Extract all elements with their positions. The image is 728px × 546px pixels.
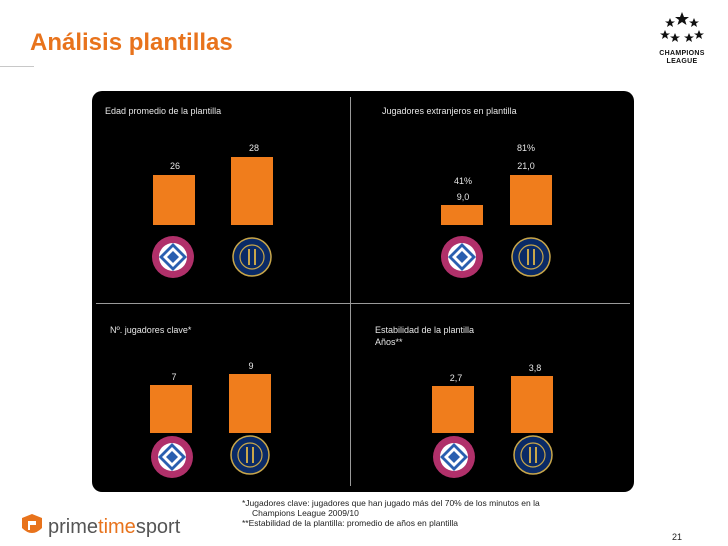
primetimesport-logo: primetimesport xyxy=(22,514,181,538)
extranjeros-bayern-pct: 41% xyxy=(453,176,472,186)
estabilidad-bayern-bar xyxy=(432,386,474,433)
bayern-crest-icon xyxy=(152,236,194,278)
vertical-divider xyxy=(350,97,351,486)
footnote-stability: **Estabilidad de la plantilla: promedio … xyxy=(242,518,458,528)
extranjeros-inter-bar xyxy=(510,175,552,225)
horizontal-divider xyxy=(96,303,630,304)
champions-league-logo xyxy=(660,12,704,42)
edad-inter-value: 28 xyxy=(248,143,259,153)
extranjeros-bayern-bar xyxy=(441,205,483,225)
inter-crest-icon xyxy=(232,237,272,277)
extranjeros-title: Jugadores extranjeros en plantilla xyxy=(382,106,517,116)
footnotes: *Jugadores clave: jugadores que han juga… xyxy=(242,498,582,528)
edad-inter-bar xyxy=(231,157,273,225)
inter-crest-icon xyxy=(511,237,551,277)
extranjeros-inter-value: 21,0 xyxy=(517,161,535,171)
page-number: 21 xyxy=(672,532,683,542)
extranjeros-bayern-value: 9,0 xyxy=(456,192,470,202)
bayern-crest-icon xyxy=(441,236,483,278)
page-title: Análisis plantillas xyxy=(30,29,233,56)
bayern-crest-icon xyxy=(433,436,475,478)
estabilidad-inter-value: 3,8 xyxy=(528,363,542,373)
stats-panel: Edad promedio de la plantilla 26 28 Juga… xyxy=(92,91,634,492)
estabilidad-title: Estabilidad de la plantilla xyxy=(375,325,475,335)
clave-inter-bar xyxy=(229,374,271,433)
svg-text:primetimesport: primetimesport xyxy=(48,516,181,538)
clave-title: Nº. jugadores clave* xyxy=(110,325,192,335)
bayern-crest-icon xyxy=(151,436,193,478)
clave-bayern-value: 7 xyxy=(171,372,177,382)
clave-bayern-bar xyxy=(150,385,192,433)
extranjeros-inter-pct: 81% xyxy=(516,143,535,153)
estabilidad-inter-bar xyxy=(511,376,553,433)
inter-crest-icon xyxy=(513,435,553,475)
champions-league-wordmark: CHAMPIONS LEAGUE xyxy=(659,50,705,65)
clave-inter-value: 9 xyxy=(248,361,254,371)
estabilidad-subtitle: Años** xyxy=(375,337,403,347)
edad-title: Edad promedio de la plantilla xyxy=(105,106,222,116)
inter-crest-icon xyxy=(230,435,270,475)
footnote-key-players: *Jugadores clave: jugadores que han juga… xyxy=(242,498,540,508)
edad-bayern-bar xyxy=(153,175,195,225)
title-rule xyxy=(0,66,34,67)
edad-bayern-value: 26 xyxy=(169,161,180,171)
footnote-key-players-cont: Champions League 2009/10 xyxy=(252,508,359,518)
estabilidad-bayern-value: 2,7 xyxy=(449,373,463,383)
